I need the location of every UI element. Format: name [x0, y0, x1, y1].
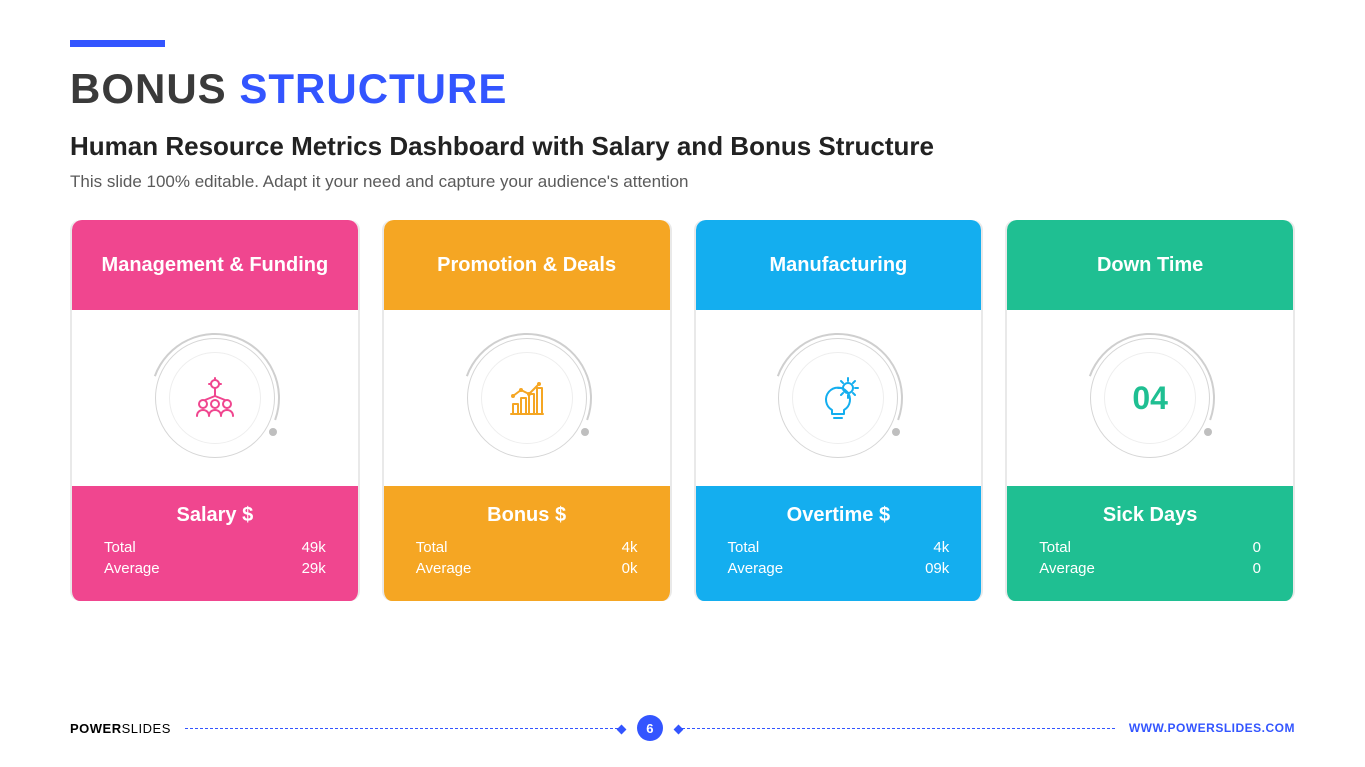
metric-card: Promotion & Deals Bonus $ Total 4k Average 0k — [382, 220, 672, 601]
team-idea-icon — [191, 374, 239, 422]
card-footer: Overtime $ Total 4k Average 09k — [696, 486, 982, 601]
footer-divider-right — [677, 728, 1115, 729]
card-icon-zone: 04 — [1007, 310, 1293, 486]
slide: BONUS STRUCTURE Human Resource Metrics D… — [0, 0, 1365, 767]
card-header: Management & Funding — [72, 220, 358, 310]
card-footer: Sick Days Total 0 Average 0 — [1007, 486, 1293, 601]
metric-label: Average — [728, 560, 784, 577]
metric-value: 4k — [933, 539, 949, 556]
metric-value: 0 — [1253, 539, 1261, 556]
metric-label: Total — [416, 539, 448, 556]
metric-row: Total 49k — [98, 537, 332, 558]
metric-label: Average — [1039, 560, 1095, 577]
card-center-number: 04 — [1132, 380, 1168, 417]
footer-divider-left — [185, 728, 623, 729]
metric-value: 29k — [302, 560, 326, 577]
metric-label: Total — [728, 539, 760, 556]
metric-label: Average — [416, 560, 472, 577]
page-number-badge: 6 — [637, 715, 663, 741]
title-part-b: STRUCTURE — [239, 65, 507, 112]
card-icon — [169, 352, 261, 444]
metric-card: Management & Funding Salary $ Total 49k Aver… — [70, 220, 360, 601]
icon-ring — [155, 338, 275, 458]
footer-brand: POWERSLIDES — [70, 721, 171, 736]
metric-value: 0k — [622, 560, 638, 577]
title-part-a: BONUS — [70, 65, 227, 112]
metric-row: Average 0k — [410, 558, 644, 579]
card-icon — [792, 352, 884, 444]
card-number: 04 — [1104, 352, 1196, 444]
gears-bulb-icon — [814, 374, 862, 422]
metric-row: Total 0 — [1033, 537, 1267, 558]
card-header: Promotion & Deals — [384, 220, 670, 310]
metric-row: Total 4k — [722, 537, 956, 558]
cards-row: Management & Funding Salary $ Total 49k Aver… — [70, 220, 1295, 601]
metric-value: 09k — [925, 560, 949, 577]
slide-description: This slide 100% editable. Adapt it your … — [70, 172, 1295, 192]
metric-row: Average 0 — [1033, 558, 1267, 579]
footer-brand-a: POWER — [70, 721, 122, 736]
metric-title: Bonus $ — [410, 504, 644, 527]
metric-label: Total — [104, 539, 136, 556]
metric-title: Sick Days — [1033, 504, 1267, 527]
metric-title: Salary $ — [98, 504, 332, 527]
slide-subtitle: Human Resource Metrics Dashboard with Sa… — [70, 131, 1295, 162]
metric-value: 0 — [1253, 560, 1261, 577]
card-icon-zone — [384, 310, 670, 486]
metric-value: 4k — [622, 539, 638, 556]
metric-card: Manufacturing Overtime $ Total 4k Average 09k — [694, 220, 984, 601]
metric-row: Total 4k — [410, 537, 644, 558]
card-icon — [481, 352, 573, 444]
metric-label: Total — [1039, 539, 1071, 556]
icon-ring — [778, 338, 898, 458]
card-header: Down Time — [1007, 220, 1293, 310]
card-header: Manufacturing — [696, 220, 982, 310]
slide-title: BONUS STRUCTURE — [70, 65, 1295, 113]
slide-footer: POWERSLIDES 6 WWW.POWERSLIDES.COM — [70, 715, 1295, 741]
metric-label: Average — [104, 560, 160, 577]
metric-row: Average 09k — [722, 558, 956, 579]
metric-row: Average 29k — [98, 558, 332, 579]
metric-card: Down Time 04 Sick Days Total 0 Average 0 — [1005, 220, 1295, 601]
card-icon-zone — [72, 310, 358, 486]
icon-ring: 04 — [1090, 338, 1210, 458]
metric-title: Overtime $ — [722, 504, 956, 527]
card-footer: Salary $ Total 49k Average 29k — [72, 486, 358, 601]
footer-brand-b: SLIDES — [122, 721, 171, 736]
card-footer: Bonus $ Total 4k Average 0k — [384, 486, 670, 601]
growth-chart-icon — [503, 374, 551, 422]
footer-url: WWW.POWERSLIDES.COM — [1129, 721, 1295, 735]
metric-value: 49k — [302, 539, 326, 556]
accent-bar — [70, 40, 165, 47]
card-icon-zone — [696, 310, 982, 486]
icon-ring — [467, 338, 587, 458]
